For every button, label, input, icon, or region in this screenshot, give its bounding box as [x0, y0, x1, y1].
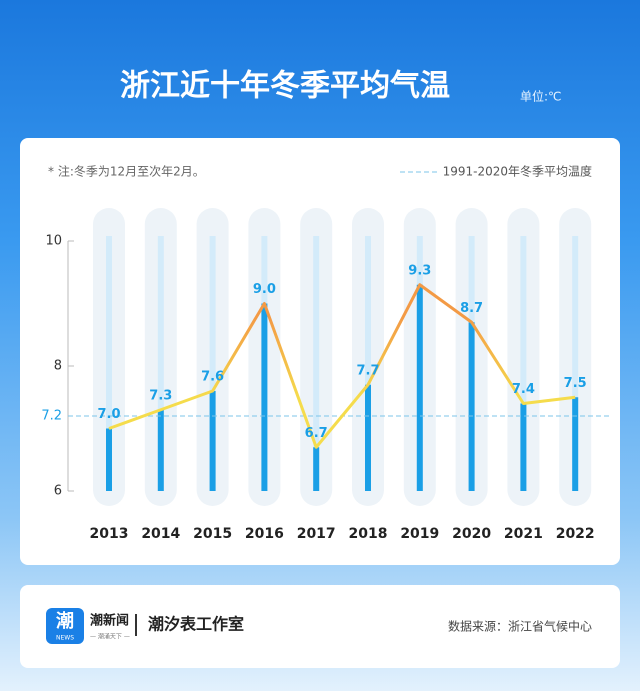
- reference-value: 7.2: [41, 409, 62, 424]
- value-label: 7.0: [97, 407, 120, 422]
- x-tick-label: 2015: [193, 526, 232, 542]
- value-label: 9.3: [408, 263, 431, 278]
- value-label: 6.7: [305, 426, 328, 441]
- trend-line: [108, 283, 576, 449]
- y-tick-label: 6: [54, 484, 62, 499]
- x-tick-label: 2017: [297, 526, 336, 542]
- note: * 注:冬季为12月至次年2月。: [48, 164, 205, 179]
- value-label: 9.0: [253, 282, 276, 297]
- studio: 潮汐表工作室: [148, 615, 244, 634]
- brand: 潮新闻: [90, 613, 129, 629]
- x-tick-label: 2019: [400, 526, 439, 542]
- logo: 潮: [56, 611, 74, 632]
- value-label: 7.5: [564, 376, 587, 391]
- y-tick-label: 10: [45, 234, 62, 249]
- x-tick-label: 2013: [90, 526, 129, 542]
- y-tick-label: 8: [54, 359, 62, 374]
- x-tick-label: 2014: [141, 526, 180, 542]
- source: 数据来源：浙江省气候中心: [448, 619, 592, 634]
- legend-label: 1991-2020年冬季平均温度: [443, 164, 592, 179]
- value-label: 8.7: [460, 301, 483, 316]
- value-label: 7.6: [201, 370, 224, 385]
- x-tick-label: 2016: [245, 526, 284, 542]
- x-tick-label: 2020: [452, 526, 491, 542]
- x-tick-label: 2018: [349, 526, 388, 542]
- logo-box: [46, 608, 84, 644]
- value-label: 7.7: [356, 363, 379, 378]
- footer-card: [20, 585, 620, 668]
- x-tick-label: 2022: [556, 526, 595, 542]
- x-tick-label: 2021: [504, 526, 543, 542]
- chart-title: 浙江近十年冬季平均气温: [120, 69, 450, 104]
- slogan: — 潮涌天下 —: [90, 633, 130, 641]
- value-label: 7.4: [512, 382, 535, 397]
- logo-sub: NEWS: [56, 635, 74, 642]
- unit: 单位:℃: [520, 89, 562, 104]
- value-label: 7.3: [149, 388, 172, 403]
